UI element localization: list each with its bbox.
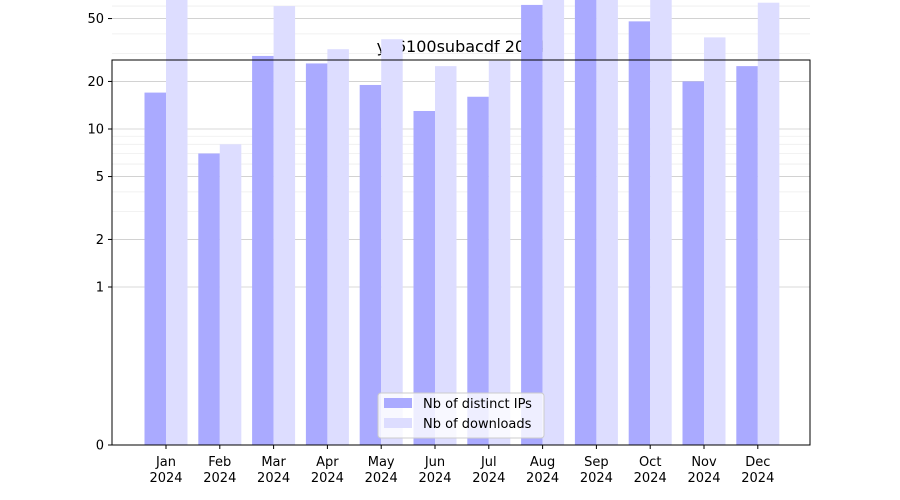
legend-swatch (384, 398, 412, 408)
x-tick-label-year: 2024 (311, 471, 344, 486)
bar-downloads-jan (166, 0, 188, 445)
bar-downloads-sep (596, 0, 618, 445)
x-tick-label-month: Jul (480, 455, 497, 470)
bar-distinct-ips-nov (682, 81, 704, 446)
x-tick-label-year: 2024 (365, 471, 398, 486)
y-tick-label: 10 (87, 123, 104, 138)
x-tick-label-month: Oct (639, 455, 661, 470)
y-tick-label: 50 (87, 12, 104, 27)
x-tick-label-year: 2024 (418, 471, 451, 486)
bar-downloads-jun (435, 66, 457, 445)
x-tick-label-month: Dec (745, 455, 770, 470)
bar-downloads-feb (219, 144, 242, 446)
legend-swatch (384, 418, 412, 428)
bar-distinct-ips-jan (144, 92, 166, 445)
y-axis: 0125102050100 (87, 12, 112, 454)
bar-distinct-ips-mar (252, 55, 274, 446)
bar-downloads-jul (488, 60, 511, 446)
bar-downloads-nov (704, 37, 726, 445)
y-tick-label: 5 (96, 170, 104, 185)
x-tick-label-month: May (368, 455, 395, 470)
x-axis: Jan2024Feb2024Mar2024Apr2024May2024Jun20… (149, 445, 774, 486)
bar-distinct-ips-feb (198, 153, 220, 446)
x-tick-label-month: Aug (530, 455, 555, 470)
y-tick-label: 2 (96, 233, 104, 248)
x-tick-label-year: 2024 (257, 471, 290, 486)
bar-distinct-ips-apr (305, 63, 328, 446)
legend-label: Nb of distinct IPs (423, 397, 532, 412)
x-tick-label-year: 2024 (203, 471, 236, 486)
y-tick-label: 0 (96, 439, 104, 454)
bar-downloads-mar (273, 6, 296, 446)
x-tick-label-month: Mar (261, 455, 286, 470)
x-tick-label-year: 2024 (634, 471, 667, 486)
bar-downloads-aug (542, 0, 565, 446)
x-tick-label-month: Jun (424, 455, 445, 470)
bar-downloads-may (381, 39, 403, 446)
bar-downloads-apr (327, 49, 349, 445)
bars (144, 0, 780, 446)
x-tick-label-year: 2024 (472, 471, 505, 486)
bar-distinct-ips-dec (736, 66, 758, 445)
x-tick-label-year: 2024 (741, 471, 774, 486)
x-tick-label-month: Sep (584, 455, 609, 470)
bar-distinct-ips-jun (413, 110, 435, 445)
legend-label: Nb of downloads (423, 417, 532, 432)
legend: Nb of distinct IPs Nb of downloads (377, 392, 545, 439)
chart-title: ye6100subacdf 2024 (377, 37, 546, 56)
x-tick-label-year: 2024 (687, 471, 720, 486)
bar-downloads-oct (650, 0, 672, 446)
bar-distinct-ips-oct (628, 21, 651, 445)
bar-distinct-ips-aug (521, 4, 543, 446)
y-tick-label: 20 (87, 75, 104, 90)
bar-distinct-ips-sep (574, 0, 597, 446)
x-tick-label-month: Nov (691, 455, 717, 470)
bar-distinct-ips-jul (467, 96, 489, 445)
y-tick-label: 1 (96, 281, 104, 296)
x-tick-label-year: 2024 (580, 471, 613, 486)
x-tick-label-month: Jan (155, 455, 176, 470)
plot-frame (111, 59, 811, 446)
x-tick-label-year: 2024 (149, 471, 182, 486)
x-tick-label-year: 2024 (526, 471, 559, 486)
x-tick-label-month: Apr (316, 455, 339, 470)
bar-distinct-ips-may (359, 84, 382, 445)
bar-downloads-dec (757, 2, 780, 445)
x-tick-label-month: Feb (208, 455, 231, 470)
legend-box (377, 392, 545, 439)
